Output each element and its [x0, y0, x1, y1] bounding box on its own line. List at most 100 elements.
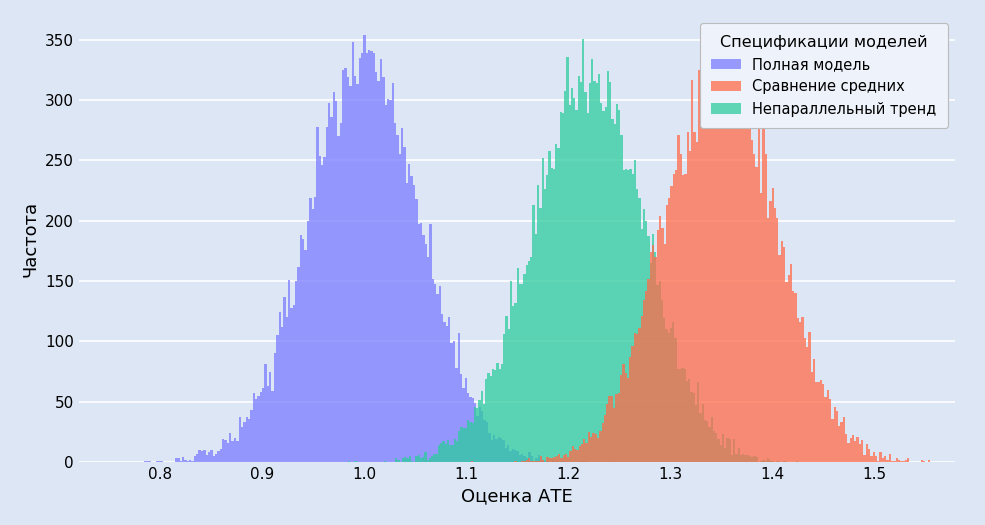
- Bar: [747, 123, 749, 462]
- Bar: [370, 51, 372, 462]
- Bar: [357, 85, 359, 462]
- Bar: [833, 406, 836, 462]
- Bar: [269, 372, 272, 462]
- Bar: [902, 461, 905, 462]
- Bar: [898, 459, 900, 462]
- Bar: [491, 440, 492, 462]
- Bar: [760, 461, 762, 462]
- Bar: [838, 426, 840, 462]
- Bar: [350, 86, 352, 462]
- Bar: [492, 435, 495, 462]
- Bar: [492, 369, 494, 462]
- Bar: [650, 263, 652, 462]
- Bar: [413, 185, 415, 462]
- Bar: [546, 175, 549, 462]
- Bar: [241, 427, 243, 462]
- Bar: [562, 455, 564, 462]
- Bar: [402, 458, 404, 462]
- Bar: [465, 377, 467, 462]
- Bar: [149, 461, 152, 462]
- Bar: [705, 102, 707, 462]
- Bar: [365, 53, 368, 462]
- Bar: [326, 127, 328, 462]
- Bar: [675, 338, 677, 462]
- Bar: [456, 442, 458, 462]
- Bar: [928, 459, 930, 462]
- Bar: [816, 382, 818, 462]
- Bar: [895, 458, 898, 462]
- Bar: [767, 458, 769, 462]
- Bar: [836, 412, 838, 462]
- Bar: [481, 412, 484, 462]
- Bar: [545, 461, 547, 462]
- Bar: [523, 461, 526, 462]
- Bar: [302, 239, 304, 462]
- Bar: [471, 461, 473, 462]
- Bar: [555, 144, 558, 462]
- Bar: [699, 413, 701, 462]
- Bar: [447, 440, 449, 462]
- Bar: [736, 454, 738, 462]
- Bar: [347, 77, 350, 462]
- Bar: [422, 457, 425, 462]
- Bar: [437, 445, 440, 462]
- Bar: [483, 404, 486, 462]
- Bar: [822, 384, 824, 462]
- Bar: [547, 458, 550, 462]
- Bar: [502, 440, 504, 462]
- Bar: [260, 392, 262, 462]
- Bar: [309, 198, 311, 462]
- Bar: [311, 209, 314, 462]
- Bar: [441, 313, 443, 462]
- Bar: [693, 132, 695, 462]
- Bar: [542, 158, 544, 462]
- Bar: [507, 329, 510, 462]
- Bar: [740, 455, 742, 462]
- Bar: [666, 205, 668, 462]
- Bar: [406, 458, 409, 462]
- Bar: [587, 113, 589, 462]
- Bar: [252, 393, 255, 462]
- Bar: [420, 458, 422, 462]
- Bar: [435, 454, 437, 462]
- Bar: [722, 434, 724, 462]
- Bar: [220, 449, 222, 462]
- Bar: [672, 322, 675, 462]
- Bar: [661, 300, 663, 462]
- Bar: [755, 457, 757, 462]
- Bar: [724, 447, 726, 462]
- Bar: [521, 454, 523, 462]
- Bar: [811, 372, 813, 462]
- Bar: [749, 456, 752, 462]
- Bar: [771, 188, 774, 462]
- Bar: [243, 422, 245, 462]
- Bar: [795, 293, 797, 462]
- Bar: [501, 364, 503, 462]
- Bar: [472, 423, 474, 462]
- Bar: [650, 252, 652, 462]
- Bar: [396, 135, 399, 462]
- Bar: [640, 229, 643, 462]
- Bar: [682, 368, 684, 462]
- Bar: [465, 428, 467, 462]
- Bar: [542, 459, 544, 462]
- Bar: [429, 224, 431, 462]
- Bar: [752, 457, 754, 462]
- Bar: [723, 75, 726, 462]
- Bar: [685, 174, 687, 462]
- Bar: [535, 458, 538, 462]
- Bar: [462, 388, 465, 462]
- Bar: [802, 317, 804, 462]
- Bar: [809, 332, 811, 462]
- Bar: [785, 461, 787, 462]
- Bar: [747, 455, 749, 462]
- Bar: [602, 423, 604, 462]
- Bar: [604, 415, 606, 462]
- Bar: [688, 379, 690, 462]
- Bar: [882, 458, 885, 462]
- Bar: [401, 128, 404, 462]
- Bar: [907, 458, 909, 462]
- Bar: [783, 247, 785, 462]
- Bar: [785, 282, 788, 462]
- Bar: [543, 459, 545, 462]
